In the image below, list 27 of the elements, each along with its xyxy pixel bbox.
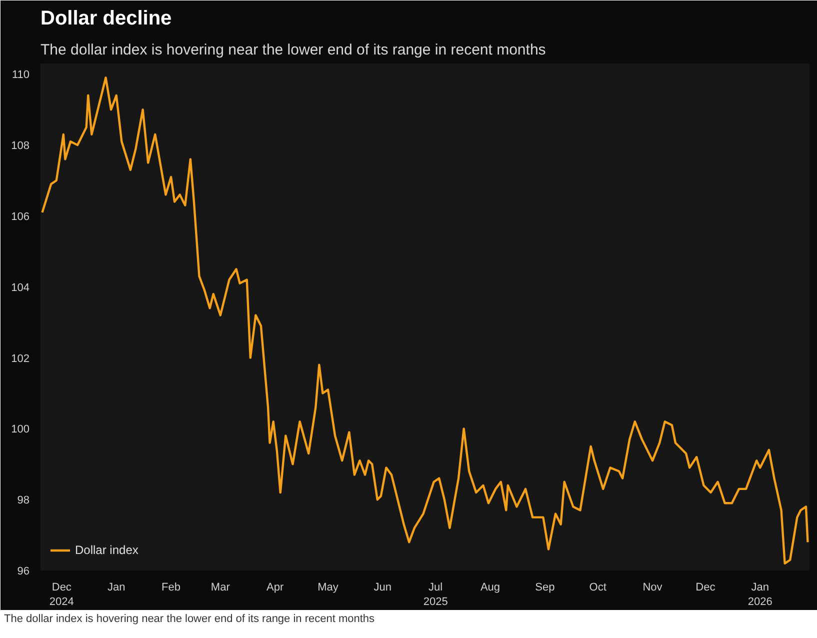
x-tick-label: Sep <box>535 582 555 594</box>
x-tick-label: Oct <box>589 582 606 594</box>
x-tick-label: Jan <box>107 582 126 594</box>
y-tick-label: 102 <box>11 352 30 365</box>
x-tick-label: Jan 2026 <box>748 582 772 608</box>
x-tick-label: Jun <box>374 582 392 594</box>
x-tick-label: Aug <box>480 582 500 594</box>
x-tick-label: Dec <box>696 582 716 594</box>
y-tick-label: 106 <box>11 210 30 223</box>
x-tick-label: Dec 2024 <box>49 582 74 608</box>
y-tick-label: 108 <box>11 140 30 152</box>
y-tick-label: 100 <box>11 424 30 436</box>
x-tick-label: Feb <box>162 582 181 594</box>
y-tick-label: 110 <box>12 69 30 82</box>
x-tick-label: May <box>318 582 339 594</box>
y-tick-label: 104 <box>11 282 30 294</box>
legend-label: Dollar index <box>75 543 138 557</box>
x-tick-label: Apr <box>266 582 284 594</box>
x-tick-label: Mar <box>210 582 230 594</box>
line-series <box>41 76 809 565</box>
x-tick-label: Jul 2025 <box>423 582 448 608</box>
x-tick-label: Nov <box>642 582 663 594</box>
y-tick-label: 98 <box>17 494 30 507</box>
chart-subtitle: The dollar index is hovering near the lower end of its range in recent months <box>40 42 546 58</box>
y-tick-label: 96 <box>17 566 30 578</box>
chart-title: Dollar decline <box>40 8 172 30</box>
text: The dollar index is hovering near the lower end of its range in recent months <box>4 612 375 627</box>
